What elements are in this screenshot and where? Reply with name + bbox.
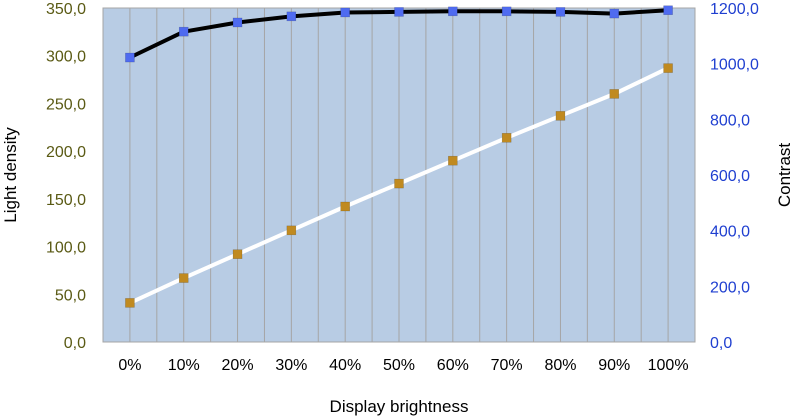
x-axis-title: Display brightness [330,397,469,416]
series-1-point [501,6,512,17]
left-tick-label: 50,0 [55,287,86,304]
series-2-point [448,155,458,166]
series-1-point [394,7,404,17]
series-1-point [178,26,189,37]
series-2-point [125,298,135,308]
right-tick-label: 200,0 [710,279,750,296]
series-2-point [663,63,673,73]
right-tick-label: 1200,0 [710,1,759,18]
left-tick-label: 100,0 [46,240,86,257]
series-2-point [501,133,512,143]
x-tick-label: 100% [648,357,689,374]
x-tick-label: 10% [168,357,200,374]
series-2-point [340,201,350,212]
right-tick-label: 0,0 [710,335,732,352]
right-axis-title: Contrast [775,143,794,208]
grid-lines [129,8,669,342]
x-tick-label: 80% [544,357,576,374]
series-1-point [609,8,620,19]
series-layer [125,5,673,308]
series-2-point [394,178,404,189]
series-1-point [125,52,135,63]
left-tick-label: 350,0 [46,1,86,18]
series-2-point [286,225,297,236]
left-tick-label: 200,0 [46,144,86,161]
x-tick-label: 50% [383,357,415,374]
x-tick-label: 60% [437,357,469,374]
x-tick-label: 90% [598,357,630,374]
x-tick-label: 20% [222,357,254,374]
series-1-point [286,11,297,22]
series-2-point [178,273,189,283]
x-tick-label: 40% [329,357,361,374]
left-tick-label: 250,0 [46,96,86,113]
left-axis-title: Light density [1,127,20,223]
left-tick-label: 300,0 [46,49,86,66]
x-tick-label: 70% [491,357,523,374]
series-2-point [232,249,243,259]
x-tick-label: 30% [275,357,307,374]
right-tick-label: 600,0 [710,168,750,185]
left-tick-label: 150,0 [46,192,86,209]
series-2-point [555,111,566,121]
right-tick-label: 400,0 [710,224,750,241]
left-axis-ticks: 0,0 50,0 100,0 150,0 200,0 250,0 300,0 350,0 [46,1,86,352]
series-1-point [340,7,350,18]
x-tick-label: 0% [118,357,141,374]
right-tick-label: 800,0 [710,112,750,129]
x-axis-ticks: 0% 10% 20% 30% 40% 50% 60% 70% 80% 90% 100% [118,357,688,374]
series-1-point [663,5,673,15]
series-1-point [555,7,566,17]
series-2-point [609,89,620,99]
right-tick-label: 1000,0 [710,57,759,74]
right-axis-ticks: 0,0 200,0 400,0 600,0 800,0 1000,0 1200,0 [710,1,759,352]
left-tick-label: 0,0 [64,335,86,352]
series-1-point [448,6,458,17]
series-1-point [232,17,243,28]
